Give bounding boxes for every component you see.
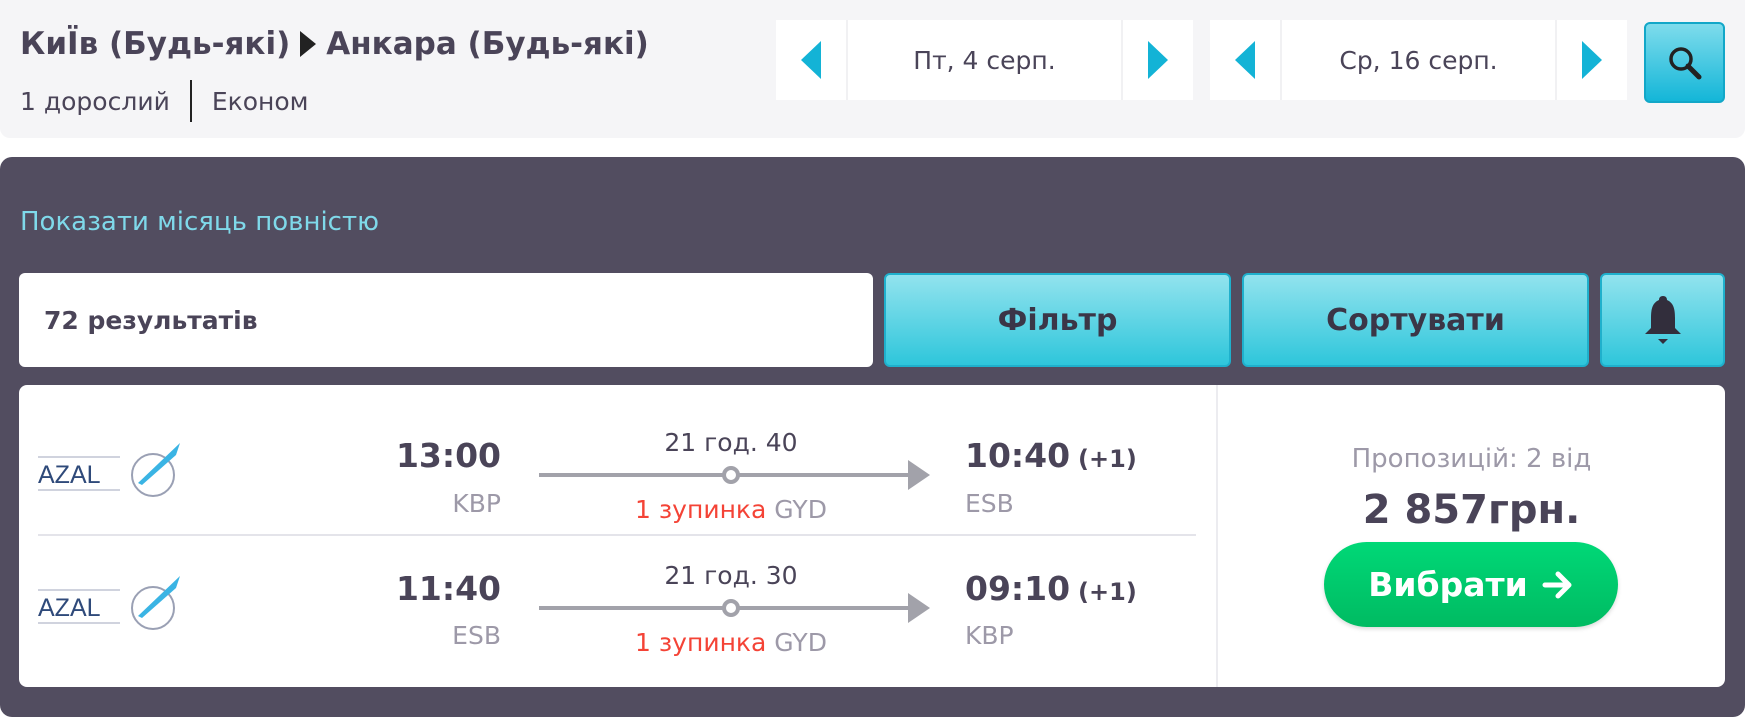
arrival-time: 09:10 (+1)	[965, 569, 1137, 608]
search-button[interactable]	[1644, 22, 1725, 103]
prev-return-date-button[interactable]	[1210, 20, 1280, 100]
search-icon	[1668, 46, 1701, 79]
next-return-date-button[interactable]	[1557, 20, 1627, 100]
departure-airport: KBP	[452, 489, 501, 518]
divider	[38, 534, 1196, 536]
day-offset: (+1)	[1078, 445, 1137, 473]
chevron-left-icon	[1235, 41, 1255, 79]
stop-dot-icon	[722, 466, 740, 484]
arrival-airport: KBP	[965, 621, 1014, 650]
stop-count: 1 зупинка	[635, 628, 767, 657]
bell-icon	[1644, 296, 1681, 344]
flight-duration: 21 год. 30	[664, 561, 798, 590]
price: 2 857грн.	[1362, 487, 1581, 533]
chevron-left-icon	[801, 41, 821, 79]
airline-logo: AZAL	[38, 443, 180, 497]
depart-date[interactable]: Пт, 4 серп.	[846, 20, 1123, 100]
day-offset: (+1)	[1078, 578, 1137, 606]
return-date-picker: Ср, 16 серп.	[1210, 20, 1627, 100]
chevron-right-icon	[1148, 41, 1168, 79]
stops-info: 1 зупинка GYD	[581, 628, 881, 657]
prev-depart-date-button[interactable]	[776, 20, 846, 100]
stops-info: 1 зупинка GYD	[581, 495, 881, 524]
airline-logo: AZAL	[38, 576, 180, 630]
divider	[1216, 385, 1218, 687]
origin: КиЇв (Будь-які)	[20, 26, 291, 62]
choose-label: Вибрати	[1368, 565, 1528, 604]
sort-button[interactable]: Сортувати	[1242, 273, 1589, 367]
arrival-time: 10:40 (+1)	[965, 436, 1137, 475]
svg-text:AZAL: AZAL	[38, 594, 101, 622]
results-count: 72 результатів	[19, 273, 873, 367]
svg-text:AZAL: AZAL	[38, 461, 101, 489]
divider	[189, 80, 192, 122]
flight-offer-card[interactable]	[19, 385, 1725, 687]
arrow-right-icon	[1542, 571, 1572, 598]
choose-button[interactable]: Вибрати	[1324, 542, 1618, 627]
flight-duration: 21 год. 40	[664, 428, 798, 457]
cabin-class: Економ	[211, 86, 309, 116]
departure-time: 13:00	[395, 436, 501, 475]
arrival-airport: ESB	[965, 489, 1014, 518]
route-title: КиЇв (Будь-які) Анкара (Будь-які)	[20, 26, 649, 62]
trip-details: 1 дорослий Економ	[20, 80, 309, 122]
departure-airport: ESB	[452, 621, 501, 650]
arrow-right-icon	[908, 593, 930, 623]
show-full-month-link[interactable]: Показати місяць повністю	[20, 207, 379, 237]
arrival-time-value: 10:40	[965, 436, 1071, 475]
stop-dot-icon	[722, 599, 740, 617]
passengers: 1 дорослий	[20, 86, 170, 116]
depart-date-picker: Пт, 4 серп.	[776, 20, 1193, 100]
route-arrow-icon	[300, 31, 317, 57]
arrow-right-icon	[908, 460, 930, 490]
stop-airport: GYD	[774, 495, 827, 524]
return-date[interactable]: Ср, 16 серп.	[1280, 20, 1557, 100]
destination: Анкара (Будь-які)	[326, 26, 649, 62]
next-depart-date-button[interactable]	[1123, 20, 1193, 100]
stop-airport: GYD	[774, 628, 827, 657]
departure-time: 11:40	[395, 569, 501, 608]
filter-button[interactable]: Фільтр	[884, 273, 1231, 367]
arrival-time-value: 09:10	[965, 569, 1071, 608]
offers-count: Пропозицій: 2 від	[1351, 444, 1592, 474]
stop-count: 1 зупинка	[635, 495, 767, 524]
search-summary-header: КиЇв (Будь-які) Анкара (Будь-які) 1 доро…	[0, 0, 1745, 138]
chevron-right-icon	[1582, 41, 1602, 79]
price-alert-button[interactable]	[1600, 273, 1725, 367]
